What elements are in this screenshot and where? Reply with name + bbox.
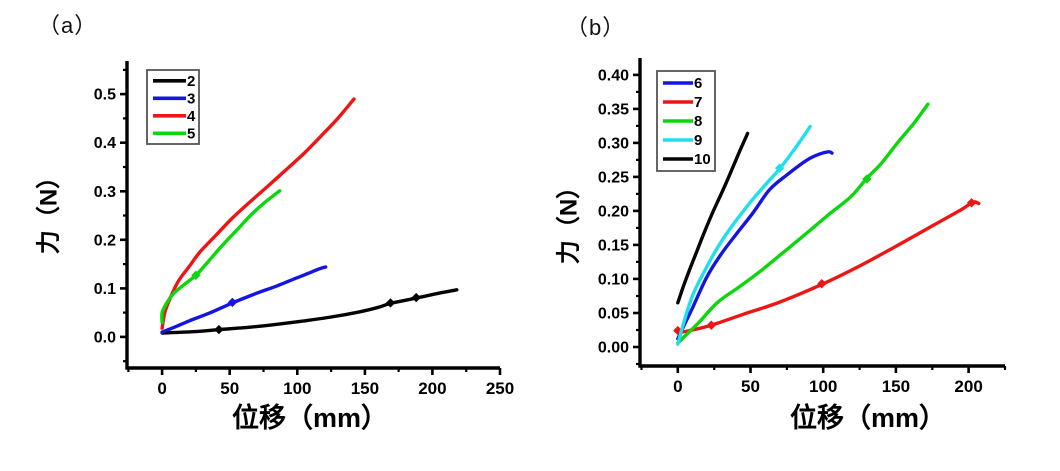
svg-text:9: 9 xyxy=(694,132,702,149)
svg-text:0.35: 0.35 xyxy=(598,101,629,118)
svg-text:0: 0 xyxy=(673,377,682,396)
svg-text:200: 200 xyxy=(418,379,446,398)
panel-b-x-axis-label: 位移（mm） xyxy=(789,403,946,433)
svg-text:0.10: 0.10 xyxy=(598,271,629,288)
svg-text:150: 150 xyxy=(351,379,379,398)
svg-text:0.15: 0.15 xyxy=(598,237,629,254)
svg-text:250: 250 xyxy=(486,379,514,398)
svg-text:7: 7 xyxy=(694,94,702,111)
svg-text:0.30: 0.30 xyxy=(598,135,629,152)
svg-text:8: 8 xyxy=(694,113,702,130)
svg-text:3: 3 xyxy=(187,90,195,107)
panel-b-label: （b） xyxy=(566,15,626,40)
svg-text:0.5: 0.5 xyxy=(94,87,116,104)
panel-a-x-axis-label: 位移（mm） xyxy=(231,403,388,433)
svg-text:0.4: 0.4 xyxy=(94,135,116,152)
svg-text:0.40: 0.40 xyxy=(598,67,629,84)
svg-text:0.0: 0.0 xyxy=(94,329,116,346)
svg-text:0.2: 0.2 xyxy=(94,232,116,249)
svg-text:0.1: 0.1 xyxy=(94,281,116,298)
svg-text:50: 50 xyxy=(220,379,239,398)
svg-text:50: 50 xyxy=(741,377,760,396)
svg-text:5: 5 xyxy=(187,125,195,142)
panel-a: （a） 力（N） 位移（mm） 0 50 100 150 200 250 0.0 0.1 0.2… xyxy=(36,13,515,433)
svg-text:6: 6 xyxy=(694,75,702,92)
svg-text:0.25: 0.25 xyxy=(598,169,629,186)
svg-text:0.00: 0.00 xyxy=(598,340,629,357)
svg-text:0.20: 0.20 xyxy=(598,203,629,220)
svg-text:100: 100 xyxy=(283,379,311,398)
panel-b: （b） 力（N） 位移（mm） 0 50 100 150 200 0.00 0.05 0.10… xyxy=(530,0,1060,471)
svg-text:200: 200 xyxy=(954,377,982,396)
svg-text:150: 150 xyxy=(882,377,910,396)
panel-a-label: （a） xyxy=(38,13,98,38)
panel-b-plot: 0 50 100 150 200 0.00 0.05 0.10 0.15 0.20 0.25 0.30… xyxy=(598,58,1007,396)
svg-text:10: 10 xyxy=(694,151,711,168)
svg-text:0.05: 0.05 xyxy=(598,306,629,323)
svg-text:0.3: 0.3 xyxy=(94,184,116,201)
svg-text:2: 2 xyxy=(187,73,195,90)
svg-text:4: 4 xyxy=(187,108,196,125)
svg-text:100: 100 xyxy=(809,377,837,396)
svg-text:0: 0 xyxy=(157,379,166,398)
